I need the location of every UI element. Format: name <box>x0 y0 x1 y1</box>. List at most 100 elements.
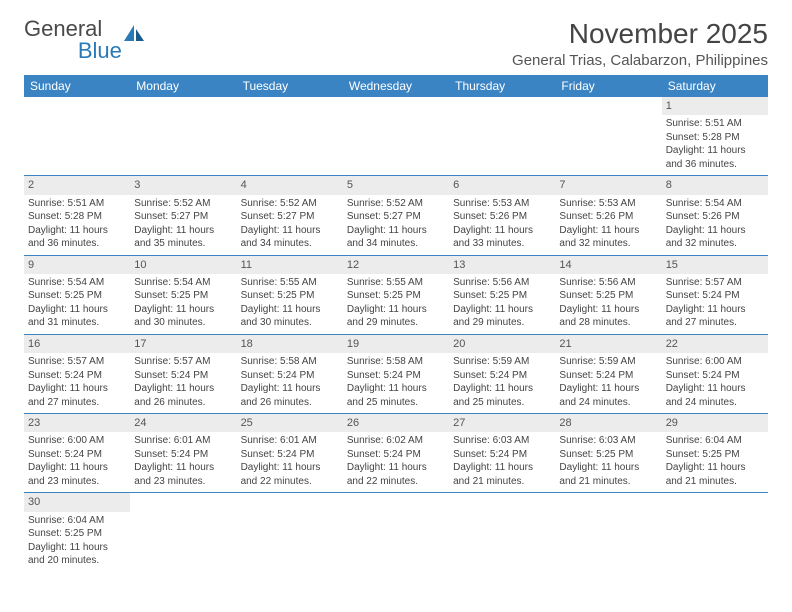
day-number: 5 <box>343 176 449 194</box>
day-info: Sunrise: 6:00 AMSunset: 5:24 PMDaylight:… <box>662 353 768 413</box>
calendar-cell: 7Sunrise: 5:53 AMSunset: 5:26 PMDaylight… <box>555 176 661 255</box>
calendar-cell: 22Sunrise: 6:00 AMSunset: 5:24 PMDayligh… <box>662 334 768 413</box>
day-info: Sunrise: 5:55 AMSunset: 5:25 PMDaylight:… <box>343 274 449 334</box>
day-info: Sunrise: 5:51 AMSunset: 5:28 PMDaylight:… <box>662 115 768 175</box>
day-header: Monday <box>130 75 236 97</box>
day-number: 6 <box>449 176 555 194</box>
day-number: 10 <box>130 256 236 274</box>
day-header: Saturday <box>662 75 768 97</box>
day-number: 19 <box>343 335 449 353</box>
calendar-row: 30Sunrise: 6:04 AMSunset: 5:25 PMDayligh… <box>24 493 768 572</box>
calendar-cell: 27Sunrise: 6:03 AMSunset: 5:24 PMDayligh… <box>449 414 555 493</box>
day-header: Tuesday <box>237 75 343 97</box>
day-header: Thursday <box>449 75 555 97</box>
day-number: 11 <box>237 256 343 274</box>
calendar-row: 9Sunrise: 5:54 AMSunset: 5:25 PMDaylight… <box>24 255 768 334</box>
day-number: 30 <box>24 493 130 511</box>
day-number: 20 <box>449 335 555 353</box>
day-header: Friday <box>555 75 661 97</box>
calendar-row: 16Sunrise: 5:57 AMSunset: 5:24 PMDayligh… <box>24 334 768 413</box>
calendar-cell: ..... <box>343 493 449 572</box>
day-number: 16 <box>24 335 130 353</box>
day-info: Sunrise: 6:04 AMSunset: 5:25 PMDaylight:… <box>662 432 768 492</box>
day-info: Sunrise: 5:56 AMSunset: 5:25 PMDaylight:… <box>449 274 555 334</box>
day-number: 25 <box>237 414 343 432</box>
calendar-cell: 23Sunrise: 6:00 AMSunset: 5:24 PMDayligh… <box>24 414 130 493</box>
day-header: Wednesday <box>343 75 449 97</box>
day-number: 13 <box>449 256 555 274</box>
calendar-cell: 28Sunrise: 6:03 AMSunset: 5:25 PMDayligh… <box>555 414 661 493</box>
day-info: Sunrise: 5:52 AMSunset: 5:27 PMDaylight:… <box>343 195 449 255</box>
calendar-cell: 29Sunrise: 6:04 AMSunset: 5:25 PMDayligh… <box>662 414 768 493</box>
calendar-cell: 11Sunrise: 5:55 AMSunset: 5:25 PMDayligh… <box>237 255 343 334</box>
day-number: 26 <box>343 414 449 432</box>
calendar-cell: ..... <box>449 97 555 176</box>
day-info: Sunrise: 5:57 AMSunset: 5:24 PMDaylight:… <box>130 353 236 413</box>
day-info: Sunrise: 5:59 AMSunset: 5:24 PMDaylight:… <box>449 353 555 413</box>
day-info: Sunrise: 5:53 AMSunset: 5:26 PMDaylight:… <box>555 195 661 255</box>
day-info: Sunrise: 5:54 AMSunset: 5:26 PMDaylight:… <box>662 195 768 255</box>
calendar-cell: 9Sunrise: 5:54 AMSunset: 5:25 PMDaylight… <box>24 255 130 334</box>
calendar-cell: ..... <box>555 493 661 572</box>
calendar-cell: ..... <box>24 97 130 176</box>
calendar-cell: 6Sunrise: 5:53 AMSunset: 5:26 PMDaylight… <box>449 176 555 255</box>
day-info: Sunrise: 5:55 AMSunset: 5:25 PMDaylight:… <box>237 274 343 334</box>
day-number: 17 <box>130 335 236 353</box>
calendar-cell: 16Sunrise: 5:57 AMSunset: 5:24 PMDayligh… <box>24 334 130 413</box>
day-info: Sunrise: 5:59 AMSunset: 5:24 PMDaylight:… <box>555 353 661 413</box>
calendar-cell: 10Sunrise: 5:54 AMSunset: 5:25 PMDayligh… <box>130 255 236 334</box>
day-header-row: Sunday Monday Tuesday Wednesday Thursday… <box>24 75 768 97</box>
day-info: Sunrise: 5:52 AMSunset: 5:27 PMDaylight:… <box>130 195 236 255</box>
day-number: 4 <box>237 176 343 194</box>
day-info: Sunrise: 6:03 AMSunset: 5:25 PMDaylight:… <box>555 432 661 492</box>
calendar-cell: ..... <box>555 97 661 176</box>
logo-text: General GeneBlue <box>24 18 122 62</box>
day-info: Sunrise: 5:56 AMSunset: 5:25 PMDaylight:… <box>555 274 661 334</box>
calendar-cell: 12Sunrise: 5:55 AMSunset: 5:25 PMDayligh… <box>343 255 449 334</box>
day-number: 24 <box>130 414 236 432</box>
calendar-cell: 19Sunrise: 5:58 AMSunset: 5:24 PMDayligh… <box>343 334 449 413</box>
day-info: Sunrise: 5:52 AMSunset: 5:27 PMDaylight:… <box>237 195 343 255</box>
day-number: 7 <box>555 176 661 194</box>
calendar-table: Sunday Monday Tuesday Wednesday Thursday… <box>24 75 768 572</box>
calendar-row: 2Sunrise: 5:51 AMSunset: 5:28 PMDaylight… <box>24 176 768 255</box>
calendar-body: ..............................1Sunrise: … <box>24 97 768 572</box>
day-info: Sunrise: 5:58 AMSunset: 5:24 PMDaylight:… <box>343 353 449 413</box>
day-number: 3 <box>130 176 236 194</box>
calendar-row: ..............................1Sunrise: … <box>24 97 768 176</box>
calendar-cell: 17Sunrise: 5:57 AMSunset: 5:24 PMDayligh… <box>130 334 236 413</box>
day-number: 23 <box>24 414 130 432</box>
calendar-cell: 4Sunrise: 5:52 AMSunset: 5:27 PMDaylight… <box>237 176 343 255</box>
sail-icon <box>124 23 146 47</box>
calendar-cell: 20Sunrise: 5:59 AMSunset: 5:24 PMDayligh… <box>449 334 555 413</box>
calendar-cell: 21Sunrise: 5:59 AMSunset: 5:24 PMDayligh… <box>555 334 661 413</box>
calendar-cell: 1Sunrise: 5:51 AMSunset: 5:28 PMDaylight… <box>662 97 768 176</box>
calendar-cell: ..... <box>130 493 236 572</box>
day-info: Sunrise: 5:58 AMSunset: 5:24 PMDaylight:… <box>237 353 343 413</box>
day-info: Sunrise: 6:04 AMSunset: 5:25 PMDaylight:… <box>24 512 130 572</box>
day-info: Sunrise: 6:03 AMSunset: 5:24 PMDaylight:… <box>449 432 555 492</box>
day-info: Sunrise: 6:00 AMSunset: 5:24 PMDaylight:… <box>24 432 130 492</box>
day-number: 28 <box>555 414 661 432</box>
calendar-cell: 8Sunrise: 5:54 AMSunset: 5:26 PMDaylight… <box>662 176 768 255</box>
day-number: 12 <box>343 256 449 274</box>
day-number: 15 <box>662 256 768 274</box>
day-info: Sunrise: 5:57 AMSunset: 5:24 PMDaylight:… <box>662 274 768 334</box>
day-info: Sunrise: 5:51 AMSunset: 5:28 PMDaylight:… <box>24 195 130 255</box>
day-number: 27 <box>449 414 555 432</box>
logo: General GeneBlue <box>24 18 146 62</box>
day-number: 22 <box>662 335 768 353</box>
logo-text-2: Blue <box>78 38 122 63</box>
calendar-cell: 24Sunrise: 6:01 AMSunset: 5:24 PMDayligh… <box>130 414 236 493</box>
calendar-cell: ..... <box>662 493 768 572</box>
location: General Trias, Calabarzon, Philippines <box>512 52 768 69</box>
calendar-cell: ..... <box>237 493 343 572</box>
calendar-cell: 15Sunrise: 5:57 AMSunset: 5:24 PMDayligh… <box>662 255 768 334</box>
calendar-cell: ..... <box>237 97 343 176</box>
day-info: Sunrise: 5:54 AMSunset: 5:25 PMDaylight:… <box>24 274 130 334</box>
day-number: 21 <box>555 335 661 353</box>
calendar-cell: 5Sunrise: 5:52 AMSunset: 5:27 PMDaylight… <box>343 176 449 255</box>
calendar-cell: ..... <box>343 97 449 176</box>
calendar-cell: 26Sunrise: 6:02 AMSunset: 5:24 PMDayligh… <box>343 414 449 493</box>
day-info: Sunrise: 5:53 AMSunset: 5:26 PMDaylight:… <box>449 195 555 255</box>
